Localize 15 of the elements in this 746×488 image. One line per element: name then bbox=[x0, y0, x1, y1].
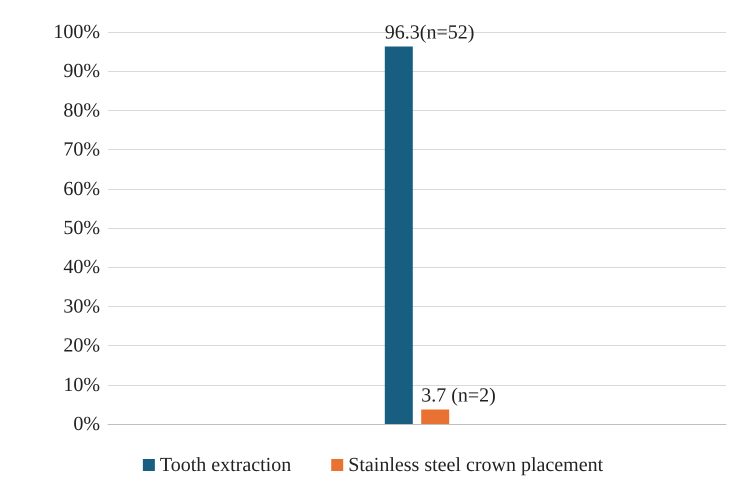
y-tick-label: 90% bbox=[63, 60, 100, 82]
legend-label: Stainless steel crown placement bbox=[348, 454, 604, 476]
y-tick-label: 40% bbox=[63, 256, 100, 278]
data-label: 96.3(n=52) bbox=[384, 22, 474, 44]
y-tick-label: 80% bbox=[63, 99, 100, 122]
y-tick-label: 70% bbox=[63, 138, 100, 161]
data-label: 3.7 (n=2) bbox=[421, 384, 496, 406]
y-tick-label: 10% bbox=[63, 374, 100, 396]
y-tick-label: 20% bbox=[63, 334, 100, 357]
y-tick-label: 0% bbox=[73, 413, 100, 435]
y-tick-label: 30% bbox=[63, 295, 100, 318]
y-tick-label: 50% bbox=[63, 217, 100, 239]
y-tick-label: 60% bbox=[63, 178, 100, 200]
y-tick-label: 100% bbox=[53, 21, 100, 43]
legend-label: Tooth extraction bbox=[160, 454, 292, 476]
